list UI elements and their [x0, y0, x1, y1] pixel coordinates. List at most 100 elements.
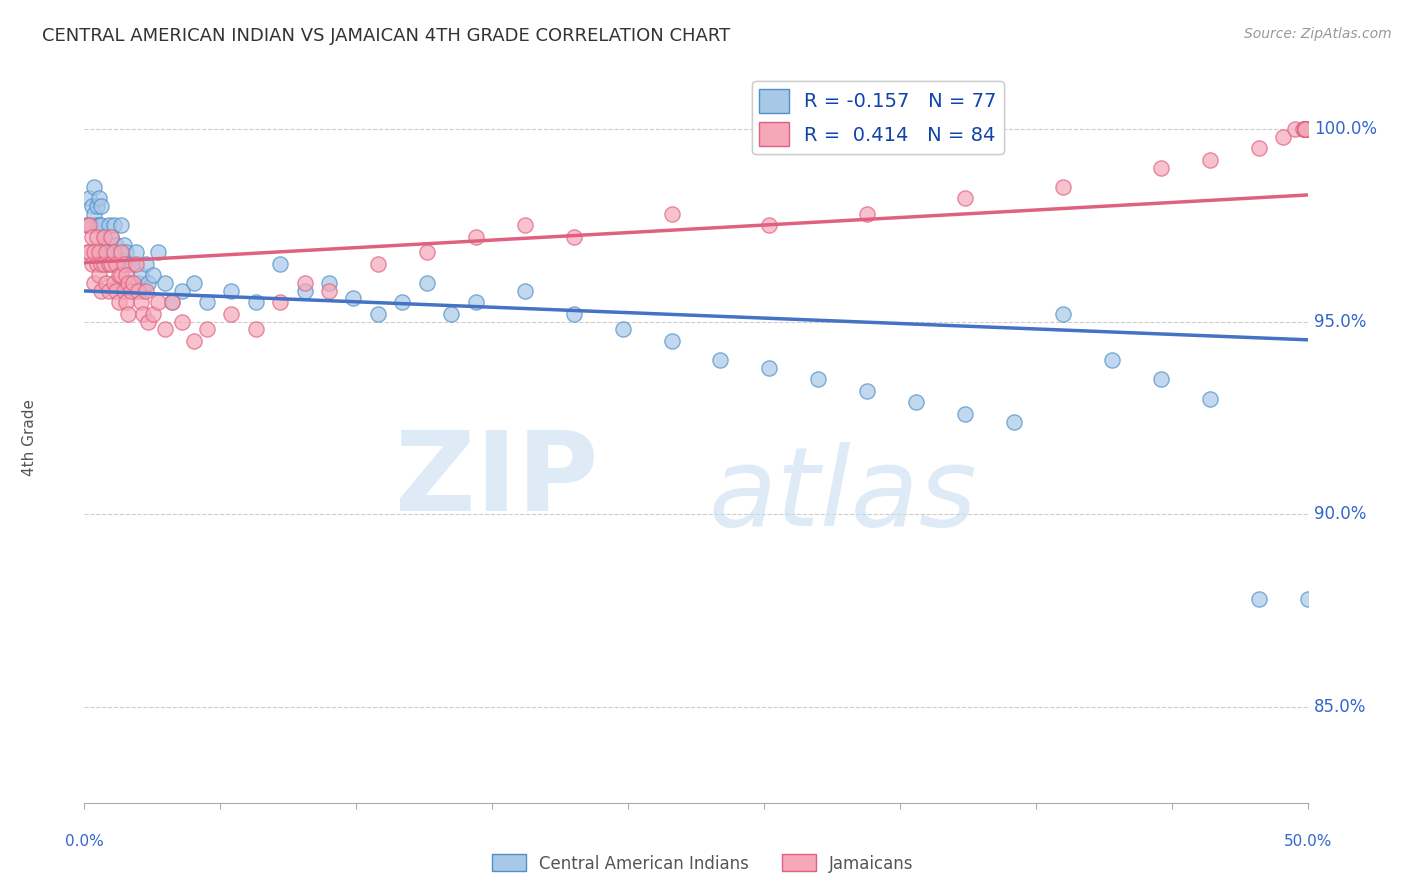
- Point: [318, 284, 340, 298]
- Point: [758, 219, 780, 233]
- Point: [103, 276, 125, 290]
- Point: [219, 284, 242, 298]
- Point: [122, 257, 145, 271]
- Point: [87, 268, 110, 283]
- Point: [1052, 307, 1074, 321]
- Point: [294, 284, 316, 298]
- Point: [219, 307, 242, 321]
- Point: [1294, 122, 1316, 136]
- Point: [1272, 129, 1295, 144]
- Point: [136, 315, 159, 329]
- Point: [90, 199, 112, 213]
- Point: [440, 307, 463, 321]
- Point: [110, 245, 132, 260]
- Point: [1052, 179, 1074, 194]
- Point: [117, 276, 139, 290]
- Text: 85.0%: 85.0%: [1313, 698, 1367, 715]
- Point: [464, 295, 486, 310]
- Point: [112, 257, 135, 271]
- Point: [100, 230, 122, 244]
- Point: [562, 230, 585, 244]
- Point: [97, 257, 120, 271]
- Point: [172, 284, 194, 298]
- Point: [117, 307, 139, 321]
- Point: [110, 245, 132, 260]
- Point: [294, 276, 316, 290]
- Point: [96, 237, 118, 252]
- Point: [107, 245, 129, 260]
- Point: [142, 307, 165, 321]
- Point: [1294, 122, 1316, 136]
- Point: [136, 276, 159, 290]
- Point: [103, 245, 125, 260]
- Point: [1294, 122, 1316, 136]
- Point: [1294, 122, 1316, 136]
- Point: [1294, 122, 1316, 136]
- Point: [162, 295, 184, 310]
- Point: [90, 284, 112, 298]
- Point: [245, 322, 267, 336]
- Point: [97, 284, 120, 298]
- Point: [1294, 122, 1316, 136]
- Text: 100.0%: 100.0%: [1313, 120, 1376, 138]
- Text: 50.0%: 50.0%: [1284, 834, 1331, 848]
- Point: [96, 245, 118, 260]
- Point: [76, 245, 98, 260]
- Point: [87, 219, 110, 233]
- Point: [195, 295, 218, 310]
- Point: [80, 230, 103, 244]
- Point: [1294, 122, 1316, 136]
- Text: Source: ZipAtlas.com: Source: ZipAtlas.com: [1244, 27, 1392, 41]
- Point: [112, 237, 135, 252]
- Point: [1247, 141, 1270, 155]
- Point: [1292, 122, 1315, 136]
- Point: [153, 322, 176, 336]
- Point: [1150, 161, 1173, 175]
- Point: [90, 219, 112, 233]
- Point: [120, 284, 142, 298]
- Point: [146, 295, 169, 310]
- Point: [105, 284, 128, 298]
- Point: [612, 322, 634, 336]
- Point: [1294, 122, 1316, 136]
- Point: [96, 257, 118, 271]
- Point: [87, 245, 110, 260]
- Point: [1346, 623, 1368, 637]
- Text: ZIP: ZIP: [395, 427, 598, 534]
- Point: [93, 257, 115, 271]
- Point: [76, 219, 98, 233]
- Point: [125, 257, 148, 271]
- Point: [905, 395, 928, 409]
- Point: [183, 334, 205, 348]
- Point: [135, 257, 157, 271]
- Point: [1294, 122, 1316, 136]
- Point: [1101, 353, 1123, 368]
- Point: [86, 219, 108, 233]
- Point: [162, 295, 184, 310]
- Point: [269, 295, 291, 310]
- Point: [83, 179, 105, 194]
- Point: [953, 191, 976, 205]
- Point: [100, 245, 122, 260]
- Point: [127, 276, 149, 290]
- Point: [76, 219, 98, 233]
- Point: [77, 219, 100, 233]
- Point: [367, 257, 389, 271]
- Point: [129, 295, 152, 310]
- Point: [1198, 392, 1220, 406]
- Point: [132, 307, 155, 321]
- Point: [103, 257, 125, 271]
- Point: [513, 219, 536, 233]
- Legend: R = -0.157   N = 77, R =  0.414   N = 84: R = -0.157 N = 77, R = 0.414 N = 84: [752, 81, 1004, 153]
- Point: [153, 276, 176, 290]
- Point: [93, 230, 115, 244]
- Text: 95.0%: 95.0%: [1313, 312, 1367, 331]
- Point: [122, 276, 145, 290]
- Point: [96, 276, 118, 290]
- Point: [103, 219, 125, 233]
- Point: [120, 276, 142, 290]
- Point: [416, 245, 439, 260]
- Point: [83, 245, 105, 260]
- Point: [1198, 153, 1220, 167]
- Point: [269, 257, 291, 271]
